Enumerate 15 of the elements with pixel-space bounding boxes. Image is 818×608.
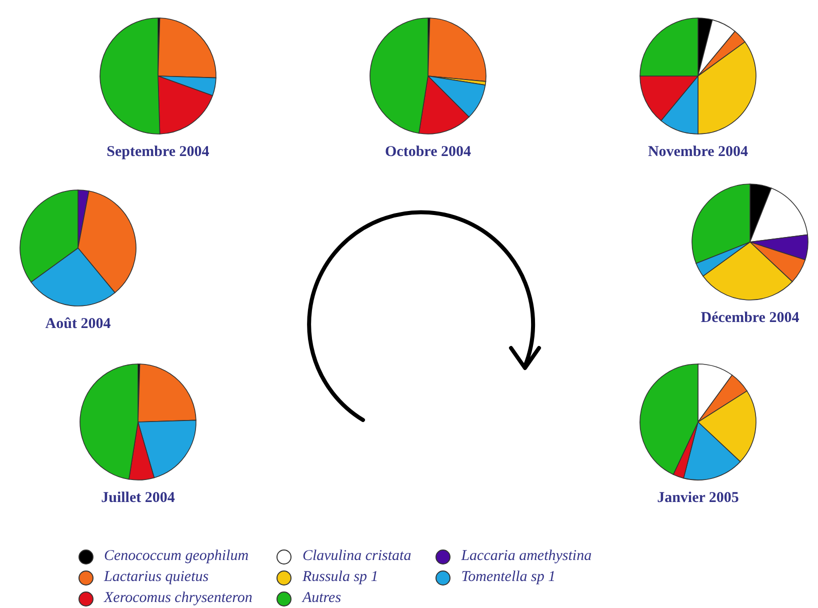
legend-label: Lactarius quietus: [104, 569, 209, 586]
text: Octobre 2004: [384, 144, 472, 161]
text: Juillet 2004: [100, 490, 176, 507]
text: Novembre 2004: [646, 144, 750, 161]
legend-label: Russula sp 1: [302, 569, 378, 586]
legend-label: Autres: [302, 590, 342, 607]
text: Décembre 2004: [700, 310, 800, 327]
legend-label: Clavulina cristata: [302, 548, 412, 565]
legend-label: Laccaria amethystina: [461, 548, 592, 565]
legend-label: Xerocomus chrysenteron: [104, 590, 252, 607]
text: Août 2004: [44, 316, 112, 333]
text: Septembre 2004: [106, 144, 210, 161]
text: Janvier 2005: [656, 490, 740, 507]
legend-label: Cenococcum geophilum: [104, 548, 249, 565]
legend-label: Tomentella sp 1: [461, 569, 556, 586]
